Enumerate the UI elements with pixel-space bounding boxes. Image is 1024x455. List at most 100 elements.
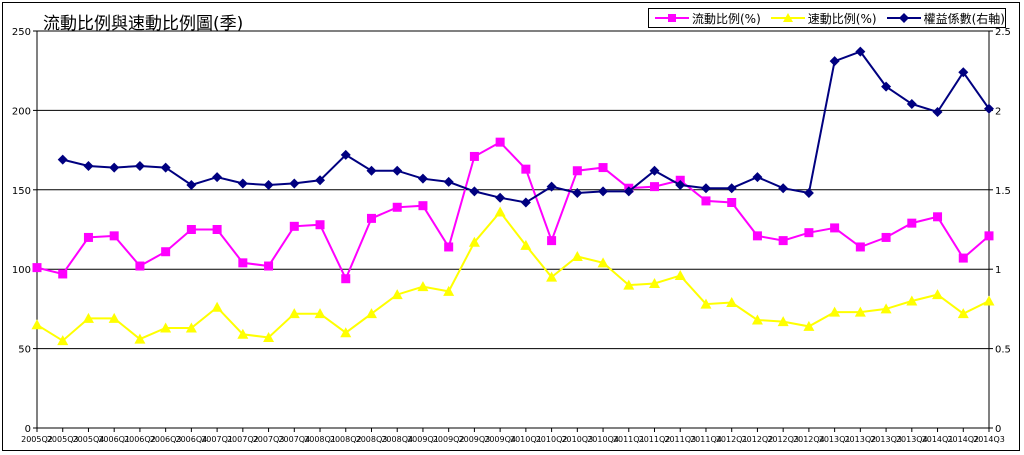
series-line-equity-multiplier [62, 50, 990, 204]
x-axis-tick-label: 2013Q4 [896, 435, 928, 444]
data-point-quick-ratio [571, 250, 583, 261]
data-point-equity-multiplier [675, 180, 686, 191]
data-point-equity-multiplier [623, 186, 634, 197]
data-point-equity-multiplier [752, 172, 763, 183]
data-point-equity-multiplier [726, 183, 737, 194]
data-point-equity-multiplier [57, 154, 68, 165]
data-point-current-ratio [444, 242, 454, 252]
data-point-quick-ratio [880, 303, 892, 314]
x-axis-tick-label: 2011Q4 [690, 435, 722, 444]
data-point-quick-ratio [803, 320, 815, 331]
data-point-equity-multiplier [237, 178, 248, 189]
data-point-current-ratio [907, 218, 917, 228]
data-point-quick-ratio [829, 306, 841, 317]
data-point-quick-ratio [957, 308, 969, 319]
data-point-quick-ratio [520, 239, 532, 250]
legend-item-quick-ratio: 速動比例(%) [770, 10, 877, 27]
data-point-equity-multiplier [315, 175, 326, 186]
data-point-current-ratio [289, 221, 299, 231]
x-axis-tick-label: 2008Q1 [304, 435, 336, 444]
data-point-quick-ratio [983, 295, 995, 306]
data-point-equity-multiplier [855, 46, 866, 57]
right-axis-tick-label: 2 [995, 106, 1001, 117]
data-point-quick-ratio [674, 270, 686, 281]
data-point-quick-ratio [391, 289, 403, 300]
data-point-current-ratio [238, 258, 248, 268]
data-point-equity-multiplier [958, 67, 969, 78]
legend-label-quick-ratio: 速動比例(%) [807, 11, 877, 26]
data-point-quick-ratio [160, 322, 172, 333]
x-axis-tick-label: 2006Q4 [176, 435, 208, 444]
legend-item-current-ratio: 流動比例(%) [655, 10, 761, 27]
x-axis-tick-label: 2011Q1 [613, 435, 645, 444]
data-point-current-ratio [83, 232, 93, 242]
x-axis-tick-label: 2009Q2 [433, 435, 465, 444]
data-point-quick-ratio [365, 308, 377, 319]
data-point-equity-multiplier [598, 186, 609, 197]
legend-label-current-ratio: 流動比例(%) [692, 11, 761, 26]
data-point-equity-multiplier [340, 149, 351, 160]
data-point-current-ratio [392, 202, 402, 212]
data-point-quick-ratio [108, 312, 120, 323]
data-point-current-ratio [701, 196, 711, 206]
data-point-current-ratio [881, 232, 891, 242]
x-axis-tick-label: 2012Q3 [767, 435, 799, 444]
data-point-current-ratio [855, 242, 865, 252]
x-axis-tick-label: 2009Q3 [459, 435, 491, 444]
x-axis-tick-label: 2009Q1 [407, 435, 439, 444]
data-point-quick-ratio [134, 333, 146, 344]
series-line-current-ratio [36, 140, 990, 282]
data-point-equity-multiplier [778, 183, 789, 194]
x-axis-tick-label: 2006Q1 [98, 435, 130, 444]
data-point-current-ratio [469, 151, 479, 161]
data-point-equity-multiplier [572, 187, 583, 198]
right-axis-tick-label: 1.5 [995, 186, 1011, 197]
data-point-equity-multiplier [109, 162, 120, 173]
right-axis-tick-label: 0.5 [995, 345, 1011, 356]
x-axis-tick-label: 2007Q1 [201, 435, 233, 444]
data-point-equity-multiplier [520, 197, 531, 208]
data-point-current-ratio [186, 225, 196, 234]
x-axis-tick-label: 2012Q2 [742, 435, 774, 444]
data-point-current-ratio [752, 231, 762, 241]
x-axis-tick-label: 2014Q3 [973, 435, 1005, 444]
left-axis-tick-label: 200 [12, 106, 31, 117]
x-axis-tick-label: 2007Q4 [278, 435, 310, 444]
data-point-current-ratio [418, 201, 428, 211]
x-axis-tick-label: 2008Q3 [356, 435, 388, 444]
left-axis-tick-label: 0 [25, 424, 31, 435]
data-point-equity-multiplier [392, 165, 403, 176]
x-axis-tick-label: 2005Q3 [47, 435, 79, 444]
data-point-quick-ratio [288, 308, 300, 319]
data-point-current-ratio [984, 231, 994, 241]
x-axis-tick-label: 2010Q3 [561, 435, 593, 444]
data-point-equity-multiplier [546, 181, 557, 192]
data-point-quick-ratio [185, 322, 197, 333]
data-point-equity-multiplier [469, 186, 480, 197]
data-point-current-ratio [109, 231, 119, 241]
data-point-current-ratio [804, 228, 814, 238]
data-point-current-ratio [366, 213, 376, 223]
data-point-quick-ratio [906, 295, 918, 306]
data-point-current-ratio [32, 263, 42, 273]
data-point-quick-ratio [468, 236, 480, 247]
data-point-quick-ratio [623, 279, 635, 290]
data-point-equity-multiplier [829, 56, 840, 67]
data-point-current-ratio [315, 220, 325, 230]
data-point-equity-multiplier [932, 106, 943, 117]
data-point-equity-multiplier [906, 99, 917, 110]
x-axis-tick-label: 2010Q1 [510, 435, 542, 444]
legend-label-equity-multiplier: 權益係數(右軸) [923, 11, 1005, 26]
x-axis-tick-label: 2006Q3 [150, 435, 182, 444]
data-point-equity-multiplier [263, 180, 274, 191]
legend-swatch-quick-ratio [770, 13, 805, 22]
data-point-current-ratio [521, 164, 531, 174]
chart-title: 流動比例與速動比例圖(季) [43, 14, 244, 34]
right-axis-tick-label: 0 [995, 424, 1001, 435]
x-axis-tick-label: 2007Q2 [227, 435, 259, 444]
data-point-quick-ratio [597, 257, 609, 268]
x-axis-tick-label: 2012Q1 [716, 435, 748, 444]
data-point-current-ratio [572, 166, 582, 176]
data-point-equity-multiplier [186, 180, 197, 191]
